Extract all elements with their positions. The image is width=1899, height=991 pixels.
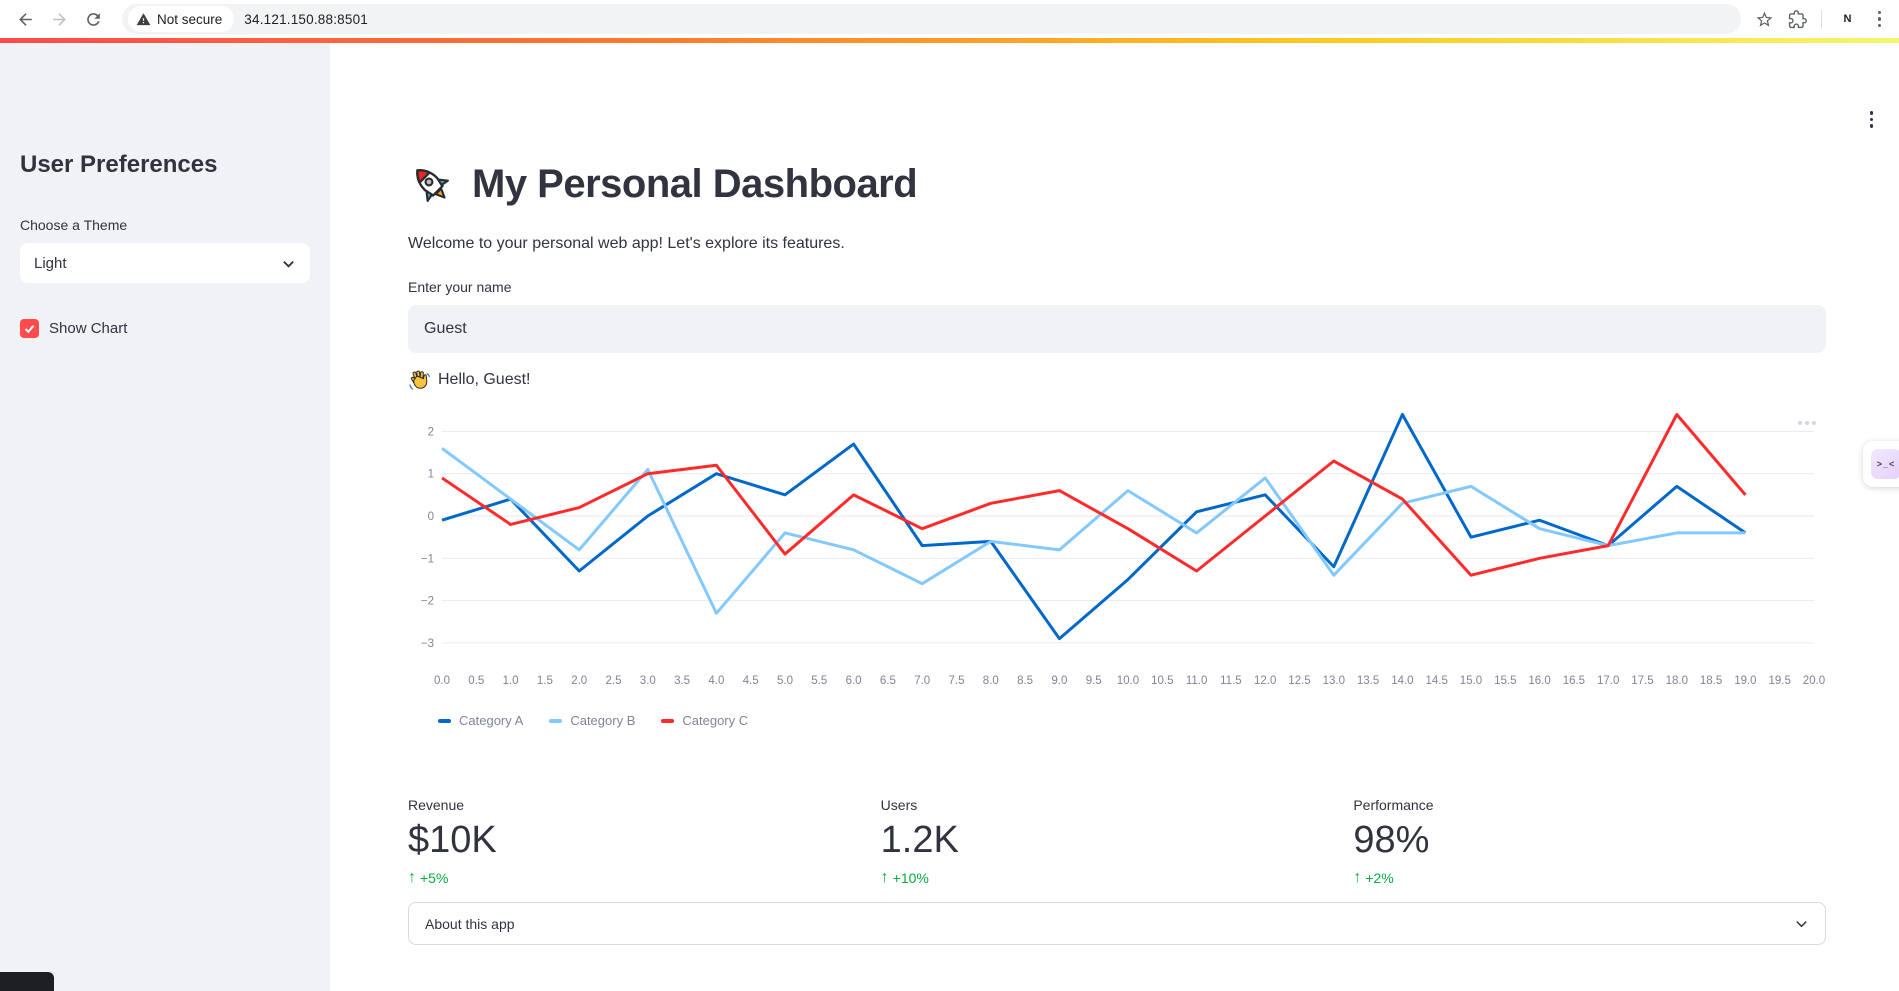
delta-up-arrow-icon: ↑: [408, 869, 416, 886]
theme-label: Choose a Theme: [20, 217, 128, 233]
rocket-icon: [416, 169, 449, 202]
bookmark-star-icon[interactable]: [1755, 10, 1774, 29]
checkmark-icon: [24, 324, 35, 334]
legend-swatch-category-b: [549, 718, 563, 723]
sidebar: User Preferences Choose a Theme Light Sh…: [0, 43, 330, 991]
url-text: 34.121.150.88:8501: [244, 11, 368, 27]
sidebar-title: User Preferences: [20, 151, 218, 178]
chart-plot-area: 2 1 0 −1 −2 −3: [421, 412, 1814, 650]
svg-text:0: 0: [428, 511, 434, 523]
floating-extension-widget[interactable]: >_<: [1863, 441, 1899, 487]
checkbox-checked-icon: [20, 319, 39, 338]
browser-toolbar: Not secure 34.121.150.88:8501 N: [0, 0, 1899, 38]
checkbox-label: Show Chart: [49, 320, 128, 337]
app-menu-button[interactable]: [1866, 107, 1878, 132]
security-label: Not secure: [157, 11, 223, 27]
line-chart: 2 1 0 −1 −2 −3 0.0 0.5 1.0 1.5 2.0 2.5 3.0 3.5 4.0 4.5…: [408, 412, 1826, 735]
extension-face-icon: >_<: [1871, 449, 1899, 479]
show-chart-checkbox[interactable]: Show Chart: [20, 319, 310, 338]
svg-text:2: 2: [428, 426, 434, 438]
waving-hand-icon: [409, 370, 430, 390]
refresh-button[interactable]: [78, 4, 108, 34]
browser-status-bubble: [0, 972, 54, 991]
back-arrow-icon: [18, 12, 32, 26]
forward-arrow-icon: [52, 12, 66, 26]
metric-revenue: Revenue $10K ↑ +5%: [408, 797, 497, 886]
profile-avatar[interactable]: N: [1835, 7, 1860, 31]
address-bar[interactable]: Not secure 34.121.150.88:8501: [122, 4, 1741, 34]
warning-triangle-icon: [136, 12, 151, 25]
toolbar-divider: [1820, 10, 1822, 28]
chart-x-axis-labels: 0.0 0.5 1.0 1.5 2.0 2.5 3.0 3.5 4.0 4.5 5.0 5.5 6.0 6…: [434, 675, 1826, 687]
refresh-icon: [86, 12, 100, 26]
main-content: My Personal Dashboard Welcome to your pe…: [330, 43, 1899, 991]
not-secure-chip[interactable]: Not secure: [128, 6, 235, 32]
about-expander[interactable]: About this app: [408, 902, 1826, 945]
theme-select[interactable]: Light: [20, 243, 310, 283]
svg-text:−1: −1: [421, 553, 434, 565]
chevron-down-icon: [1796, 921, 1807, 928]
name-input[interactable]: [408, 305, 1826, 353]
legend-swatch-category-c: [661, 718, 675, 723]
browser-menu-button[interactable]: [1874, 7, 1886, 32]
page-title: My Personal Dashboard: [472, 161, 918, 206]
metrics-row: Revenue $10K ↑ +5% Users 1.2K ↑ +10% Perfo…: [408, 797, 1826, 886]
name-input-label: Enter your name: [408, 279, 512, 295]
svg-text:1: 1: [428, 469, 434, 481]
delta-up-arrow-icon: ↑: [880, 869, 889, 886]
extensions-puzzle-icon[interactable]: [1788, 9, 1807, 29]
svg-text:−3: −3: [421, 638, 434, 650]
expander-label: About this app: [425, 915, 515, 932]
forward-button[interactable]: [44, 4, 74, 34]
legend-item-category-c: Category C: [661, 713, 748, 728]
svg-text:−2: −2: [421, 596, 434, 608]
chart-legend: Category A Category B Category C: [438, 713, 1826, 728]
legend-swatch-category-a: [438, 718, 451, 723]
greeting-text: Hello, Guest!: [438, 371, 531, 388]
streamlit-decoration-bar: [0, 38, 1899, 43]
delta-up-arrow-icon: ↑: [1353, 869, 1362, 886]
metric-users: Users 1.2K ↑ +10%: [880, 797, 959, 886]
chevron-down-icon: [283, 260, 294, 268]
metric-performance: Performance 98% ↑ +2%: [1353, 797, 1434, 886]
legend-item-category-b: Category B: [549, 713, 635, 728]
back-button[interactable]: [10, 4, 40, 34]
subtitle-text: Welcome to your personal web app! Let's …: [408, 235, 845, 252]
chart-actions-icon[interactable]: [1798, 421, 1816, 425]
legend-item-category-a: Category A: [438, 713, 523, 728]
theme-select-value: Light: [34, 254, 67, 272]
